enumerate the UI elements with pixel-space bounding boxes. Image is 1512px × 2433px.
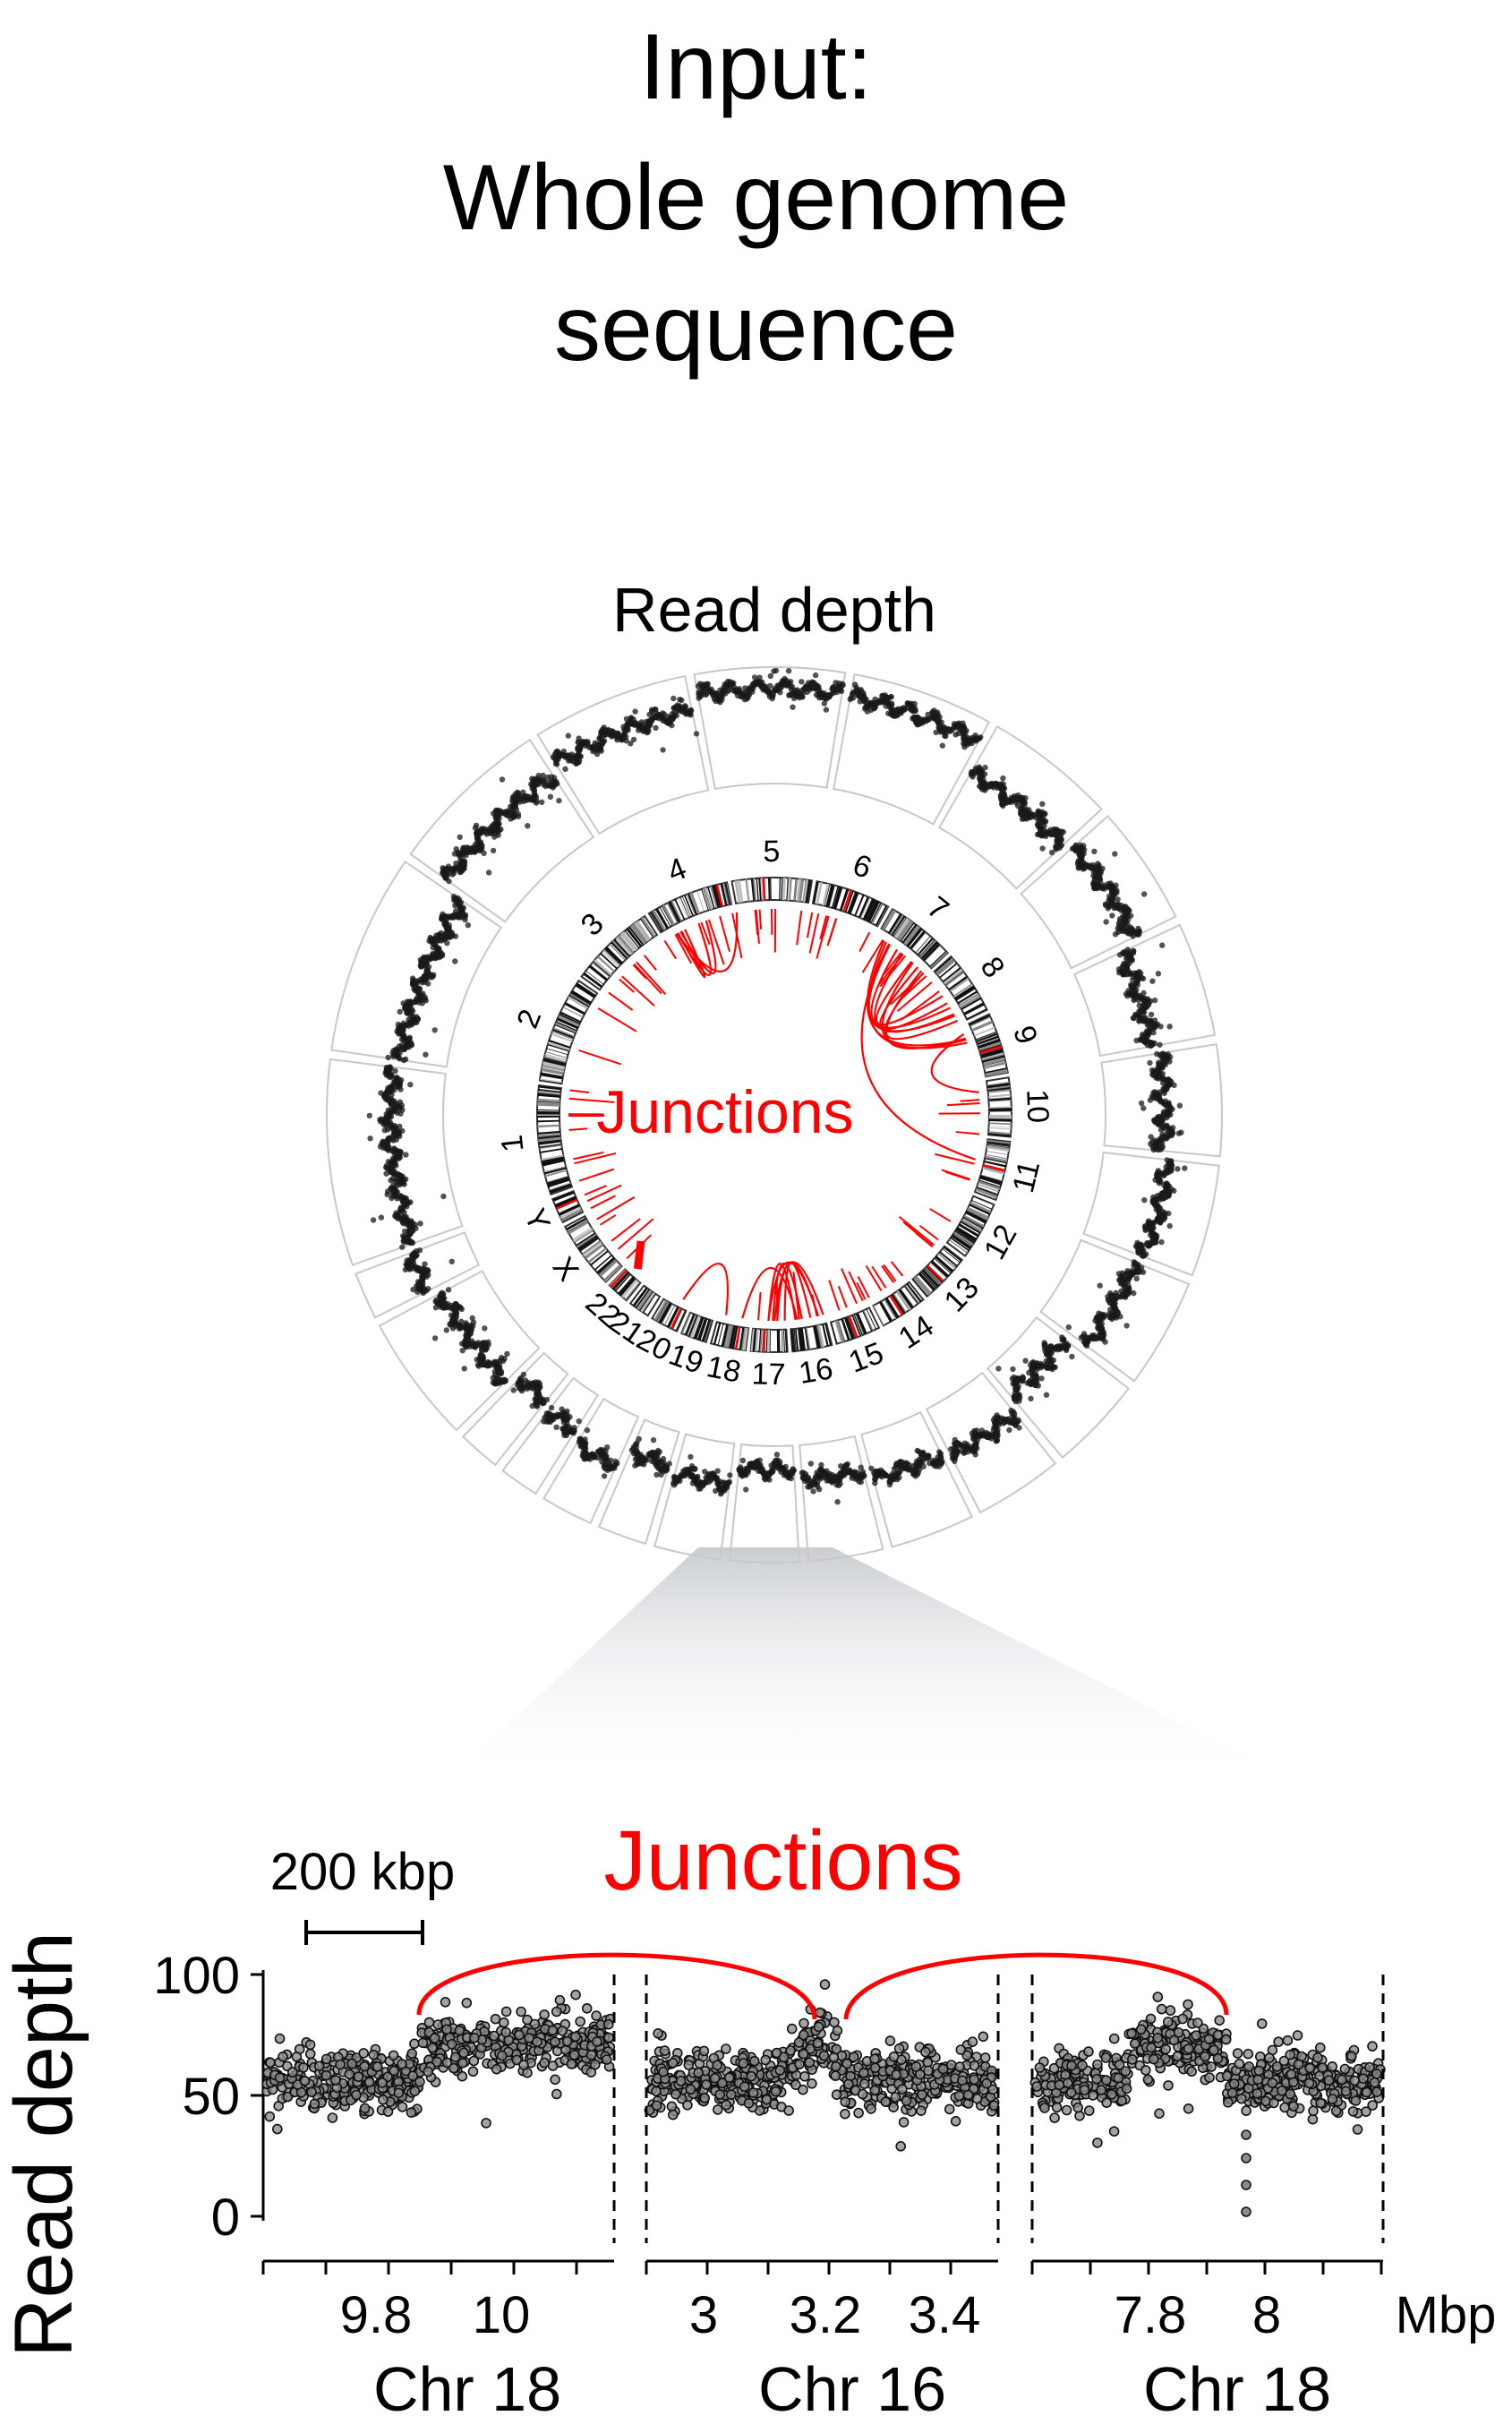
title-line-1: Input: [639, 15, 873, 119]
readdepth-sector-6 [833, 673, 991, 826]
chrom-label-5: 5 [763, 835, 780, 869]
readdepth-sector-5 [693, 666, 847, 791]
junction-arc-2 [843, 1952, 1229, 2020]
chrom-label-6: 6 [849, 848, 876, 886]
circos-outer-label: Read depth [612, 575, 936, 645]
x-unit-label: Mbp [1396, 2286, 1497, 2344]
ytick-100: 100 [153, 1947, 240, 2005]
track-title: Junctions [603, 1813, 962, 1908]
chrom-label-18: 18 [704, 1349, 744, 1390]
xtick-10: 10 [473, 2286, 531, 2344]
junction-arc-1 [416, 1952, 817, 2020]
readdepth-sector-16 [799, 1435, 884, 1563]
ytick-0: 0 [211, 2189, 240, 2247]
readdepth-sector-11 [1082, 1151, 1220, 1277]
panel-boundaries [612, 1975, 1385, 2243]
xtick-8: 8 [1252, 2286, 1281, 2344]
scale-bar [304, 1920, 424, 1945]
xtick-3.4: 3.4 [909, 2286, 981, 2344]
readdepth-sector-13 [986, 1315, 1131, 1459]
chrom-label-7: 7 [920, 890, 954, 928]
chrom-label-9: 9 [1006, 1022, 1044, 1049]
readdepth-sector-19 [597, 1418, 680, 1546]
readdepth-sector-X [378, 1269, 541, 1432]
readdepth-sector-20 [542, 1397, 640, 1525]
zoom-wedge [448, 1547, 1298, 1782]
track-points [261, 1979, 1386, 2217]
chrom-label-15: 15 [844, 1336, 888, 1380]
readdepth-sector-14 [925, 1371, 1057, 1514]
xtick-3: 3 [689, 2286, 718, 2344]
chrom-label-10: 10 [1020, 1089, 1055, 1124]
chrom-label-X: X [546, 1251, 585, 1288]
chrom-label-8: 8 [974, 951, 1012, 984]
chrom-label-1: Chr 18 [373, 2354, 561, 2424]
chrom-label-3: 3 [575, 906, 611, 943]
title-line-2: Whole genome [442, 146, 1070, 250]
readdepth-sector-3 [409, 738, 595, 923]
readdepth-sector-18 [653, 1433, 736, 1561]
chrom-label-Y: Y [517, 1204, 557, 1236]
xtick-7.8: 7.8 [1115, 2286, 1187, 2344]
junction-arcs [416, 1952, 1229, 2020]
title-line-3: sequence [553, 277, 959, 381]
chrom-label-11: 11 [1006, 1157, 1046, 1195]
circos-inner-label: Junctions [596, 1078, 853, 1146]
readdepth-sector-17 [728, 1444, 800, 1563]
scale-bar-label: 200 kbp [270, 1843, 455, 1901]
readdepth-sector-22 [461, 1351, 569, 1467]
chrom-label-16: 16 [797, 1351, 835, 1391]
readdepth-sector-1 [326, 1058, 464, 1266]
ytick-50: 50 [182, 2068, 240, 2126]
readdepth-sector-Y [355, 1231, 481, 1319]
chrom-label-2: 2 [510, 1005, 548, 1032]
chrom-label-17: 17 [751, 1357, 786, 1392]
readdepth-sector-15 [860, 1410, 974, 1548]
readdepth-sector-8 [1020, 814, 1177, 970]
xtick-9.8: 9.8 [340, 2286, 413, 2344]
readdepth-sector-2 [330, 860, 503, 1068]
chrom-label-3: Chr 18 [1143, 2354, 1331, 2424]
y-axis-label: Read depth [0, 1932, 90, 2358]
y-axis: 100 50 0 [153, 1947, 265, 2247]
readdepth-sector-21 [501, 1376, 600, 1495]
xtick-3.2: 3.2 [790, 2286, 862, 2344]
chrom-label-4: 4 [662, 852, 691, 889]
chrom-label-1: 1 [495, 1133, 531, 1153]
chrom-label-2: Chr 16 [758, 2354, 946, 2424]
